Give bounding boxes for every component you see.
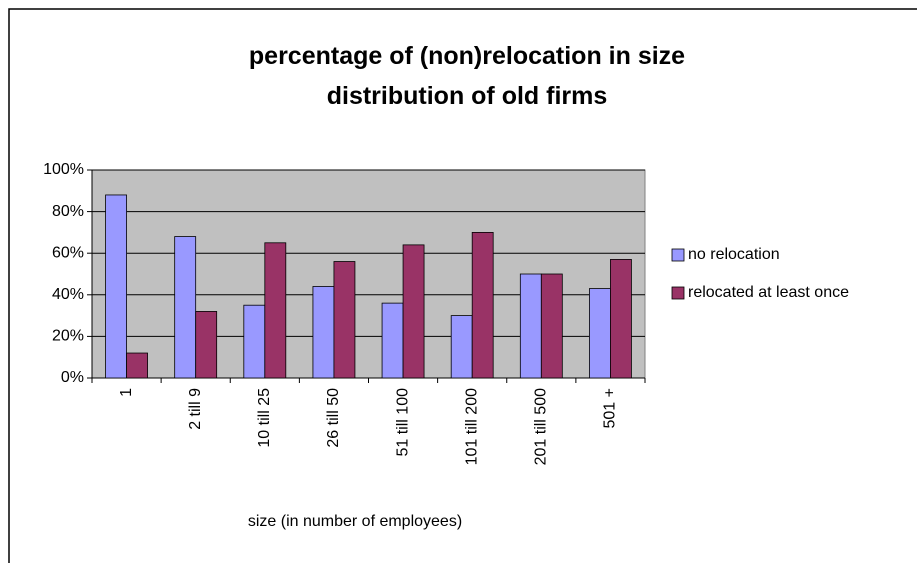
x-axis-title: size (in number of employees) — [248, 513, 462, 530]
bar — [264, 242, 287, 379]
y-tick-label: 60% — [52, 244, 84, 261]
chart-title: percentage of (non)relocation in size di… — [248, 42, 686, 110]
bar — [126, 352, 148, 379]
bar — [540, 273, 563, 379]
y-tick-label: 0% — [61, 369, 84, 386]
bar — [450, 315, 473, 379]
y-tick-label: 100% — [43, 161, 84, 178]
x-tick-label: 26 till 50 — [325, 388, 342, 448]
bar — [243, 304, 266, 379]
bar — [471, 231, 494, 379]
bar — [519, 273, 542, 379]
legend-swatch — [671, 286, 685, 300]
x-tick-label: 10 till 25 — [256, 388, 273, 448]
bar — [333, 261, 356, 379]
bar — [610, 259, 632, 379]
x-tick-label: 201 till 500 — [533, 388, 550, 465]
bar — [195, 311, 218, 379]
x-tick-label: 2 till 9 — [187, 388, 204, 430]
bar — [174, 236, 197, 379]
x-tick-label: 501 + — [602, 388, 619, 428]
y-tick-label: 40% — [52, 286, 84, 303]
bar — [105, 194, 127, 379]
bar — [402, 244, 425, 379]
legend-label: no relocation — [688, 246, 780, 263]
bar — [312, 286, 335, 379]
x-tick-label: 1 — [118, 388, 135, 397]
y-tick-label: 80% — [52, 203, 84, 220]
x-tick-label: 101 till 200 — [463, 388, 480, 465]
x-tick-label: 51 till 100 — [394, 388, 411, 457]
legend-swatch — [671, 248, 685, 262]
legend-label: relocated at least once — [688, 284, 849, 301]
y-tick-label: 20% — [52, 328, 84, 345]
bar — [381, 302, 404, 379]
bar — [589, 288, 611, 379]
